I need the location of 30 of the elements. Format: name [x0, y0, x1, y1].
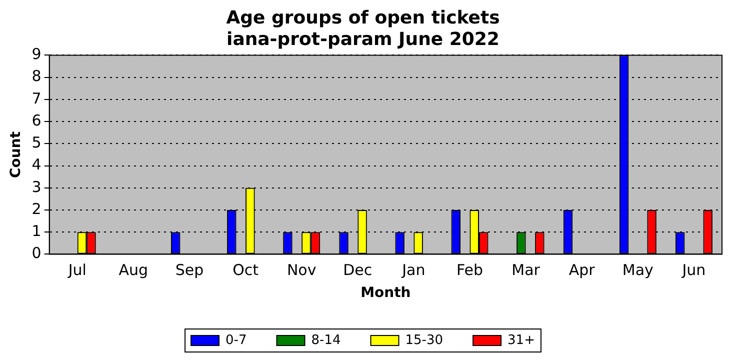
y-tick-label: 7	[32, 89, 42, 108]
chart-subtitle: iana-prot-param June 2022	[226, 29, 500, 50]
y-tick-label: 9	[32, 45, 42, 64]
x-axis-title: Month	[360, 285, 411, 302]
y-tick-label: 6	[32, 111, 42, 130]
x-tick-label: Nov	[286, 261, 316, 280]
y-tick-label: 5	[32, 134, 42, 152]
y-tick-label: 2	[32, 200, 42, 218]
x-tick-label: Jun	[681, 261, 706, 280]
y-tick-label: 4	[32, 156, 42, 174]
x-tick-label: Oct	[232, 261, 259, 280]
x-tick-label: Mar	[512, 261, 541, 280]
legend-label: 15-30	[405, 332, 444, 348]
y-tick-label: 3	[32, 178, 42, 196]
x-tick-label: Sep	[175, 261, 204, 280]
legend-label: 0-7	[226, 332, 247, 348]
y-tick-label: 8	[32, 67, 42, 86]
legend-label: 31+	[508, 332, 535, 348]
x-tick-label: Apr	[568, 261, 596, 280]
x-tick-label: Aug	[118, 261, 148, 280]
y-axis-title: Count	[8, 131, 24, 178]
y-tick-label: 0	[32, 244, 42, 262]
chart-title: Age groups of open tickets	[226, 7, 500, 28]
legend-label: 8-14	[311, 332, 341, 348]
y-tick-label: 1	[32, 222, 42, 240]
x-tick-label: Dec	[343, 261, 372, 280]
x-tick-label: May	[622, 261, 654, 280]
x-tick-label: Feb	[456, 261, 484, 280]
x-tick-label: Jul	[67, 261, 86, 280]
x-tick-label: Jan	[401, 261, 426, 280]
